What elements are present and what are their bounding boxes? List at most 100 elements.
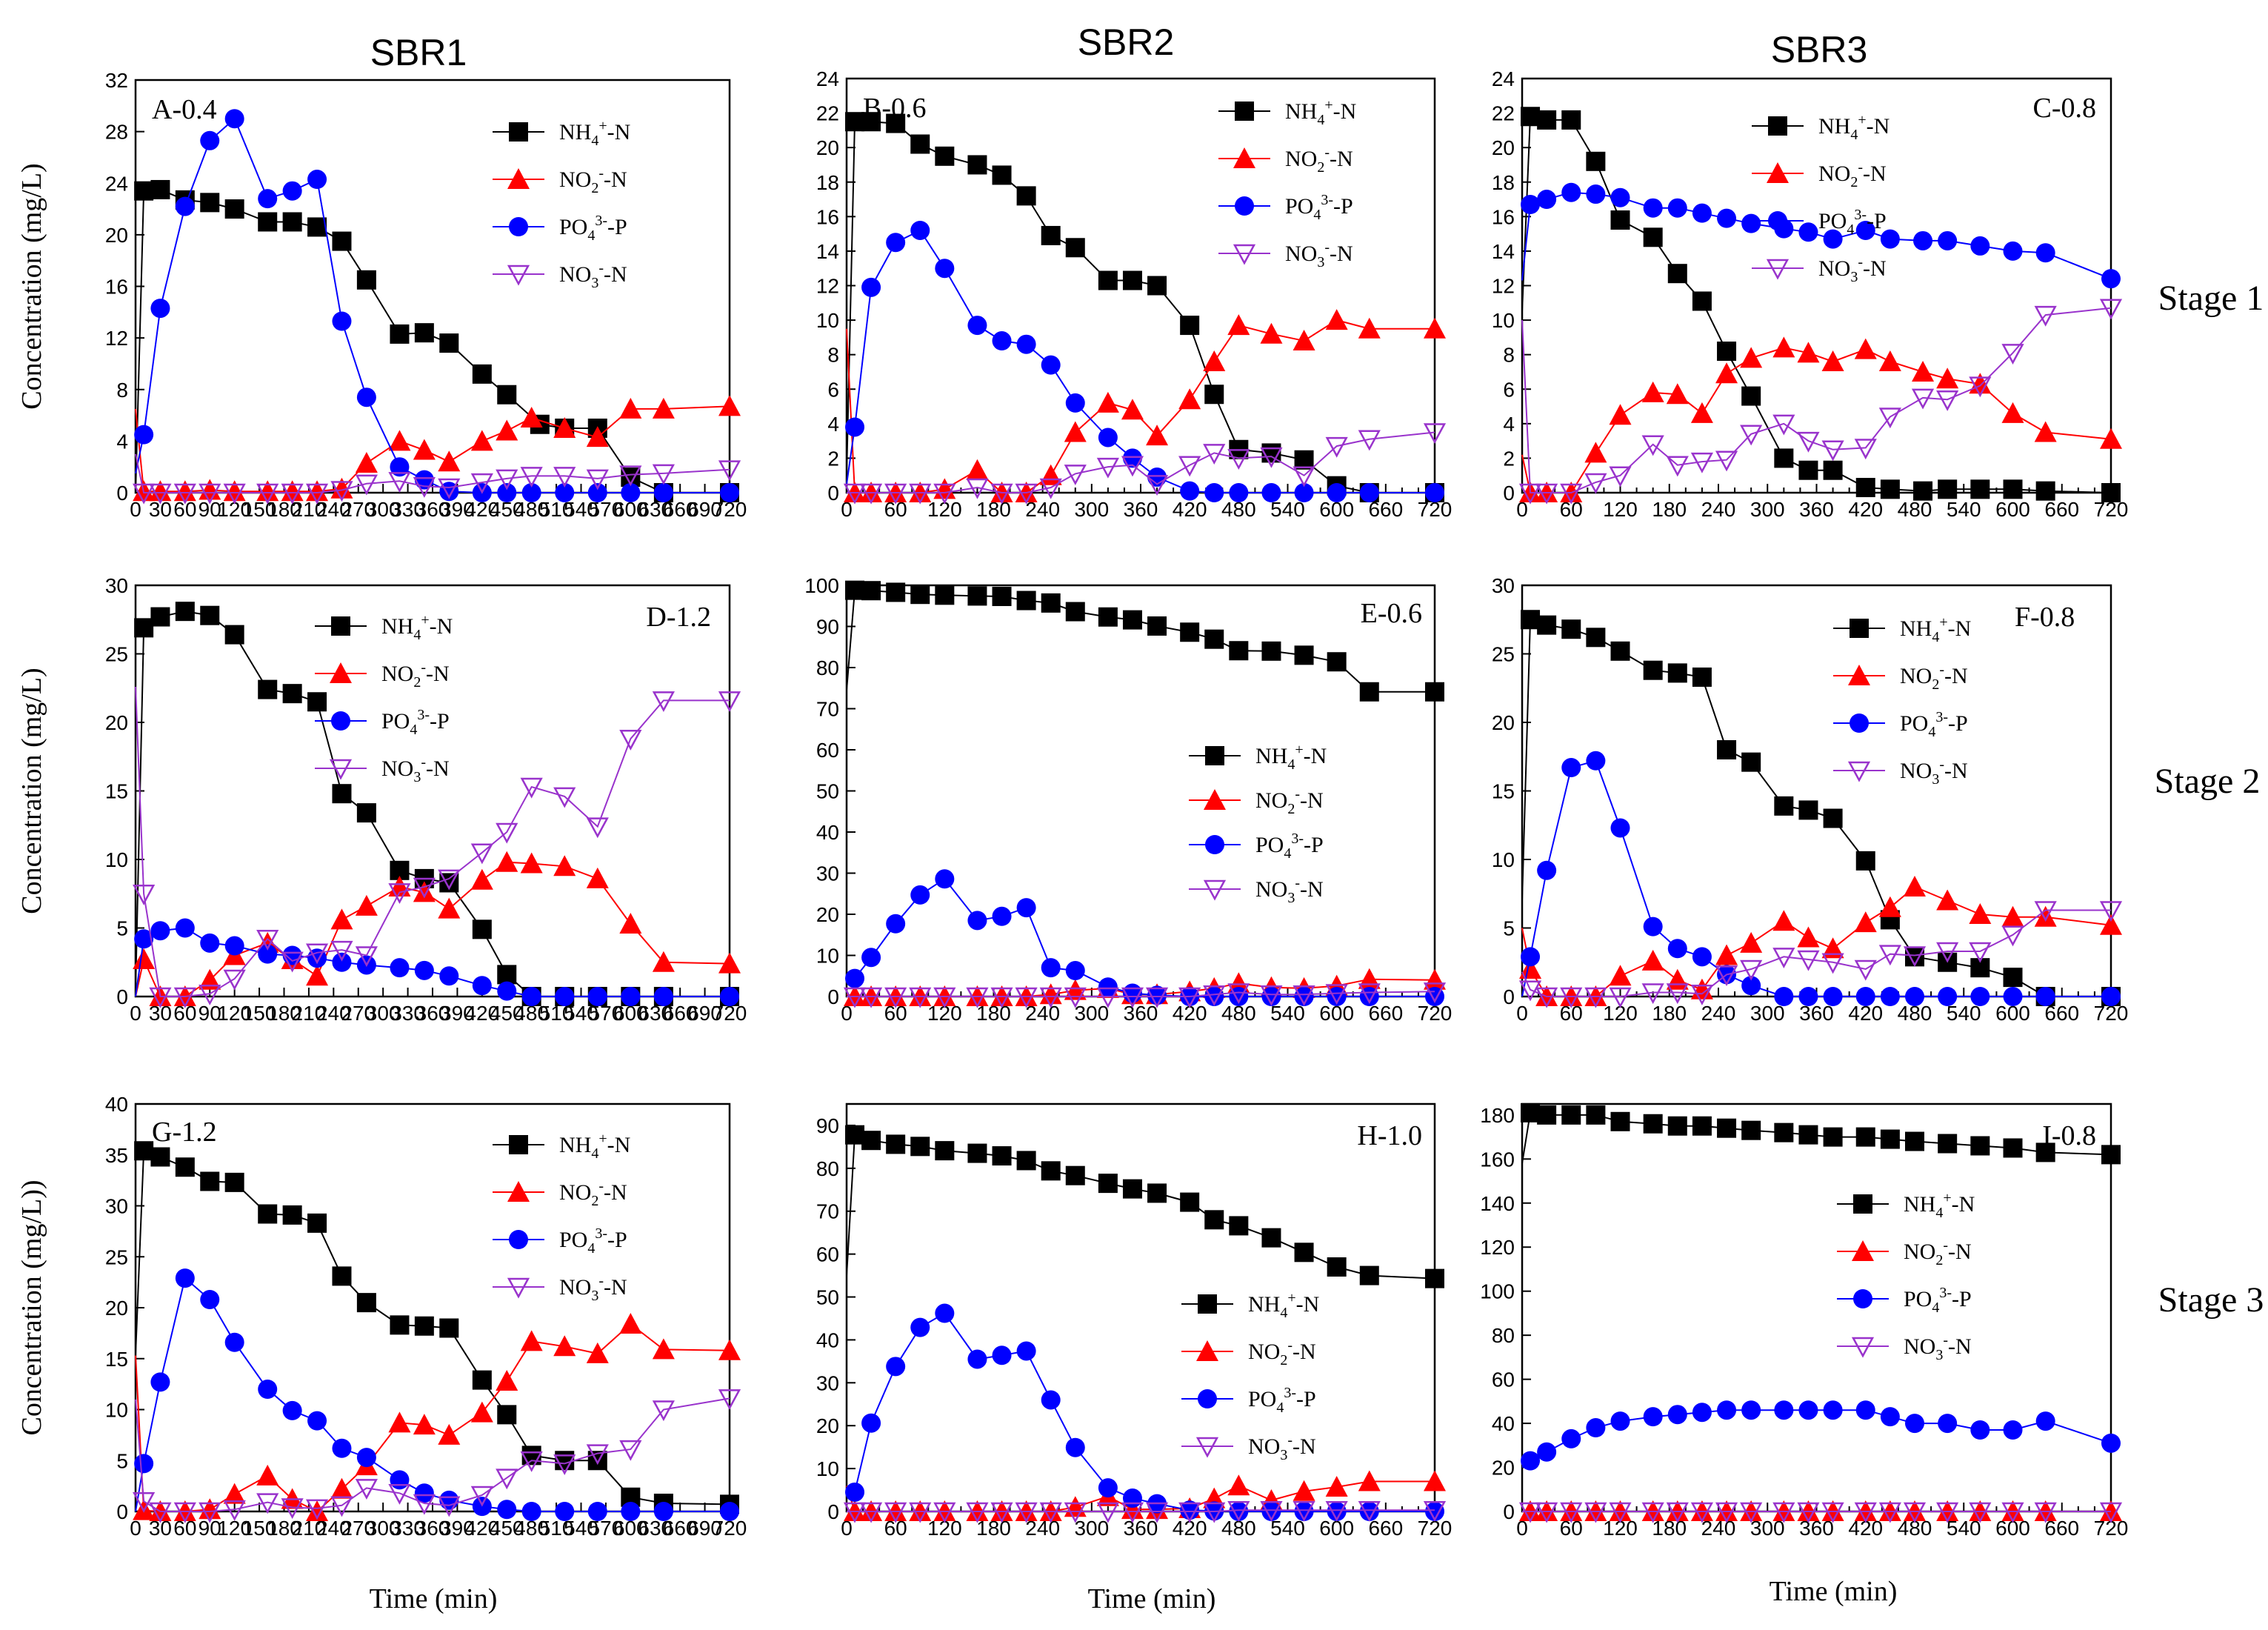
legend-label: PO43--P bbox=[1900, 709, 1968, 740]
y-tick-label: 14 bbox=[1492, 240, 1515, 263]
data-point-3 bbox=[553, 467, 576, 488]
y-tick-label: 12 bbox=[105, 327, 128, 350]
data-point-0 bbox=[1537, 110, 1557, 130]
x-tick-label: 690 bbox=[687, 498, 722, 521]
data-point-0 bbox=[2101, 1145, 2121, 1165]
data-point-3 bbox=[1584, 987, 1607, 1008]
data-point-2 bbox=[967, 1349, 987, 1369]
data-point-1 bbox=[1146, 425, 1169, 446]
data-point-3 bbox=[470, 473, 493, 494]
y-tick-label: 30 bbox=[816, 862, 839, 885]
data-point-1 bbox=[553, 855, 576, 876]
legend-label: NH4+-N bbox=[1900, 614, 1971, 645]
data-point-1 bbox=[652, 1338, 675, 1360]
data-point-2 bbox=[845, 417, 865, 437]
data-point-0 bbox=[886, 582, 906, 602]
x-tick-label: 240 bbox=[1701, 1002, 1736, 1025]
legend-label: PO43--P bbox=[559, 1225, 627, 1257]
data-point-0 bbox=[1147, 1183, 1167, 1203]
data-point-1 bbox=[1666, 383, 1689, 405]
data-point-2 bbox=[150, 299, 170, 319]
legend-label: NO2--N bbox=[1904, 1237, 1972, 1268]
data-point-0 bbox=[1643, 227, 1663, 247]
data-point-0 bbox=[2003, 479, 2023, 499]
data-point-2 bbox=[1586, 184, 1606, 204]
data-point-2 bbox=[1261, 1502, 1281, 1521]
data-point-0 bbox=[1229, 641, 1249, 661]
panel-D-1.2: 0 30 60 90120150180210240270300330360390420… bbox=[16, 574, 747, 1025]
data-point-1 bbox=[1772, 336, 1795, 358]
panel-label: F-0.8 bbox=[2015, 602, 2075, 633]
data-point-3 bbox=[1666, 1502, 1689, 1523]
panel-label: A-0.4 bbox=[152, 94, 217, 125]
data-point-2 bbox=[521, 1502, 541, 1521]
data-point-0 bbox=[1294, 450, 1314, 470]
data-point-1 bbox=[306, 480, 329, 502]
data-point-0 bbox=[258, 679, 278, 699]
data-point-0 bbox=[2003, 968, 2023, 988]
series-line-3 bbox=[135, 1397, 730, 1512]
x-tick-label: 150 bbox=[242, 1517, 277, 1540]
y-tick-label: 18 bbox=[1492, 171, 1515, 194]
column-title-sbr1: SBR1 bbox=[370, 32, 467, 73]
y-tick-label: 140 bbox=[1480, 1192, 1515, 1215]
data-point-3 bbox=[1969, 376, 1992, 398]
y-tick-label: 0 bbox=[116, 1500, 128, 1523]
data-point-3 bbox=[1878, 408, 1901, 429]
x-tick-label: 270 bbox=[341, 498, 376, 521]
x-axis-label-sbr1: Time (min) bbox=[370, 1583, 498, 1614]
data-point-2 bbox=[1643, 198, 1663, 218]
x-tick-label: 360 bbox=[1124, 498, 1158, 521]
legend-marker bbox=[509, 217, 528, 236]
data-point-0 bbox=[1098, 270, 1118, 290]
data-point-2 bbox=[587, 1502, 607, 1521]
data-point-3 bbox=[1854, 1502, 1877, 1523]
data-point-3 bbox=[388, 1484, 411, 1505]
x-tick-label: 420 bbox=[464, 1517, 499, 1540]
data-point-1 bbox=[1358, 1470, 1381, 1491]
series-line-2 bbox=[1521, 759, 2111, 997]
data-point-2 bbox=[1692, 203, 1712, 223]
data-point-2 bbox=[1521, 195, 1541, 215]
plot-frame bbox=[845, 1102, 1436, 1513]
series-line-1 bbox=[846, 319, 1435, 493]
data-point-3 bbox=[586, 469, 609, 490]
data-point-2 bbox=[1692, 1403, 1712, 1423]
data-point-1 bbox=[1039, 983, 1062, 1005]
panel-label: D-1.2 bbox=[646, 602, 711, 633]
data-point-2 bbox=[1041, 355, 1061, 375]
data-point-0 bbox=[1798, 800, 1818, 820]
data-point-1 bbox=[388, 430, 411, 451]
data-point-2 bbox=[1098, 977, 1118, 997]
data-point-3 bbox=[843, 483, 867, 505]
data-point-2 bbox=[390, 457, 410, 477]
data-point-0 bbox=[1561, 1105, 1581, 1125]
legend-marker bbox=[331, 616, 350, 636]
legend-label: NO2--N bbox=[1248, 1337, 1316, 1368]
y-tick-label: 16 bbox=[816, 205, 839, 228]
series-line-2 bbox=[1521, 191, 2112, 281]
data-point-0 bbox=[332, 1266, 352, 1286]
data-point-0 bbox=[1204, 629, 1224, 649]
data-point-2 bbox=[200, 1290, 220, 1309]
y-tick-label: 4 bbox=[116, 430, 128, 453]
x-tick-label: 420 bbox=[464, 1002, 499, 1025]
data-point-2 bbox=[1561, 1428, 1581, 1448]
series-line-0 bbox=[1521, 618, 2111, 997]
series-line-2 bbox=[1521, 1409, 2112, 1468]
data-point-1 bbox=[1227, 1474, 1250, 1496]
data-point-2 bbox=[224, 1332, 244, 1352]
data-point-3 bbox=[2034, 1502, 2057, 1523]
data-point-1 bbox=[520, 407, 543, 428]
series-line-3 bbox=[847, 431, 1435, 493]
x-tick-label: 390 bbox=[440, 1517, 475, 1540]
series-line-3 bbox=[1521, 307, 2112, 493]
y-tick-label: 22 bbox=[816, 102, 839, 125]
x-tick-label: 330 bbox=[390, 498, 425, 521]
x-tick-label: 270 bbox=[341, 1517, 376, 1540]
data-point-2 bbox=[2003, 241, 2023, 261]
y-tick-label: 16 bbox=[1492, 205, 1515, 228]
data-point-3 bbox=[355, 946, 378, 968]
data-point-3 bbox=[1535, 483, 1558, 505]
data-point-0 bbox=[1016, 186, 1036, 206]
